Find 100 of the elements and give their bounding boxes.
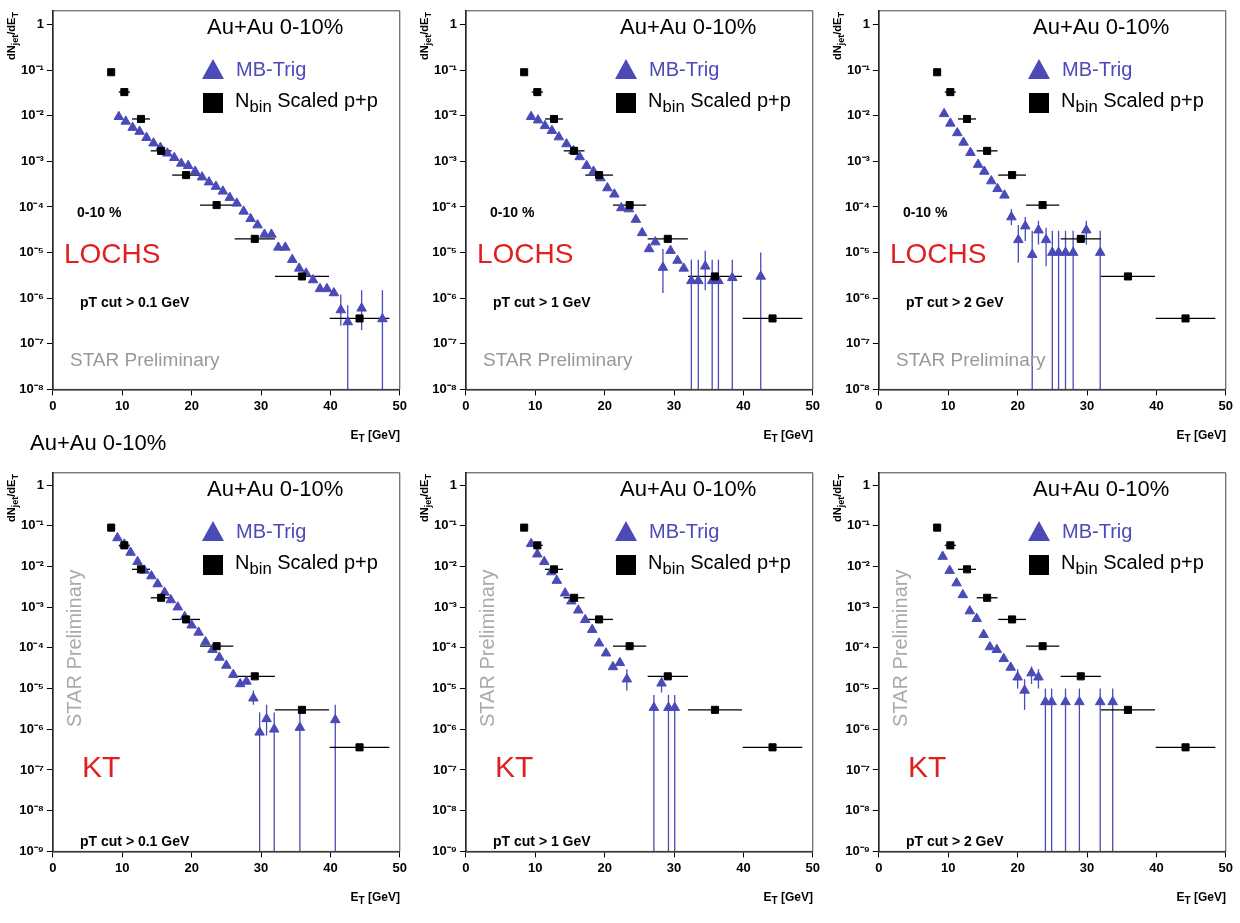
annotation: KT: [495, 750, 534, 783]
y-tick-label: 10⁻²: [21, 558, 45, 574]
annotation: LOCHS: [477, 238, 574, 269]
y-tick-label: 10⁻¹: [21, 61, 44, 77]
x-tick-label: 40: [736, 859, 751, 875]
y-tick-label: 10⁻⁵: [19, 680, 44, 696]
x-axis-title: E$_{T}$ [GeV]: [763, 890, 813, 907]
x-tick-label: 10: [528, 397, 543, 413]
y-tick-label: 10⁻⁴: [19, 198, 44, 214]
annotation: pT cut > 0.1 GeV: [80, 833, 190, 849]
y-tick-label: 10⁻¹: [847, 61, 870, 77]
legend-label: N$_{bin}$ Scaled p+p: [1061, 551, 1204, 579]
y-tick-label: 10⁻¹: [21, 517, 44, 533]
y-tick-label: 10⁻⁷: [20, 335, 44, 351]
y-tick-label: 1: [36, 476, 44, 492]
x-axis-title: E$_{T}$ [GeV]: [1176, 890, 1226, 907]
legend-label: N$_{bin}$ Scaled p+p: [648, 89, 791, 117]
annotation: Au+Au 0-10%: [1033, 476, 1170, 501]
annotation: Au+Au 0-10%: [620, 476, 757, 501]
y-tick-label: 10⁻²: [847, 558, 871, 574]
y-tick-label: 10⁻³: [434, 598, 458, 614]
y-tick-label: 10⁻⁵: [19, 244, 44, 260]
x-tick-label: 30: [1079, 397, 1095, 413]
annotation: pT cut > 1 GeV: [493, 833, 591, 849]
legend-label: MB-Trig: [236, 519, 307, 543]
y-tick-label: 10⁻⁸: [432, 802, 457, 818]
x-tick-label: 10: [115, 397, 130, 413]
y-tick-label: 10⁻⁵: [432, 680, 457, 696]
annotation: LOCHS: [890, 238, 987, 269]
y-tick-label: 10⁻⁴: [432, 198, 457, 214]
y-tick-label: 1: [449, 476, 457, 492]
y-tick-label: 10⁻³: [434, 152, 458, 168]
annotation: STAR Preliminary: [70, 349, 220, 370]
annotation: pT cut > 0.1 GeV: [80, 294, 190, 310]
x-tick-label: 30: [666, 859, 682, 875]
x-tick-label: 50: [805, 397, 820, 413]
annotation: KT: [908, 750, 947, 783]
annotation: STAR Preliminary: [63, 569, 85, 727]
x-tick-label: 50: [1218, 859, 1233, 875]
x-tick-label: 50: [1218, 397, 1233, 413]
annotation: pT cut > 2 GeV: [906, 294, 1004, 310]
x-tick-label: 20: [597, 397, 612, 413]
legend-label: N$_{bin}$ Scaled p+p: [235, 89, 378, 117]
x-tick-label: 40: [323, 859, 338, 875]
y-tick-label: 10⁻⁵: [845, 680, 870, 696]
x-tick-label: 0: [49, 859, 57, 875]
y-tick-label: 10⁻³: [21, 598, 45, 614]
annotation: Au+Au 0-10%: [620, 14, 757, 39]
y-tick-label: 10⁻²: [434, 558, 458, 574]
x-tick-label: 30: [253, 859, 269, 875]
annotation: STAR Preliminary: [483, 349, 633, 370]
annotation: LOCHS: [64, 238, 161, 269]
y-tick-label: 10⁻³: [21, 152, 45, 168]
y-tick-label: 10⁻⁸: [845, 380, 870, 396]
y-tick-label: 10⁻²: [434, 107, 458, 123]
y-tick-label: 10⁻⁶: [432, 720, 457, 736]
y-tick-label: 10⁻⁸: [19, 380, 44, 396]
x-tick-label: 20: [184, 397, 199, 413]
text: Au+Au 0-10%: [30, 430, 167, 455]
x-tick-label: 30: [253, 397, 269, 413]
legend-label: MB-Trig: [1062, 519, 1133, 543]
y-tick-label: 10⁻⁶: [845, 289, 870, 305]
y-tick-label: 1: [862, 16, 870, 32]
annotation: STAR Preliminary: [476, 569, 498, 727]
y-tick-label: 10⁻³: [847, 598, 871, 614]
y-tick-label: 10⁻⁷: [846, 335, 870, 351]
x-tick-label: 40: [1149, 859, 1164, 875]
x-tick-label: 40: [1149, 397, 1164, 413]
legend-label: MB-Trig: [649, 519, 720, 543]
x-tick-label: 50: [392, 859, 407, 875]
y-tick-label: 10⁻⁸: [432, 380, 457, 396]
y-tick-label: 10⁻¹: [847, 517, 870, 533]
x-tick-label: 0: [875, 859, 883, 875]
x-tick-label: 20: [1010, 859, 1025, 875]
annotation: KT: [82, 750, 121, 783]
x-axis-title: E$_{T}$ [GeV]: [350, 890, 400, 907]
x-tick-label: 0: [462, 859, 470, 875]
y-tick-label: 10⁻³: [847, 152, 871, 168]
x-axis-title: E$_{T}$ [GeV]: [350, 428, 400, 445]
annotation: 0-10 %: [903, 204, 948, 220]
y-tick-label: 10⁻¹: [434, 517, 457, 533]
x-axis-title: E$_{T}$ [GeV]: [1176, 428, 1226, 445]
y-tick-label: 10⁻⁶: [845, 720, 870, 736]
y-tick-label: 10⁻⁹: [845, 842, 870, 858]
x-tick-label: 0: [462, 397, 470, 413]
y-tick-label: 10⁻⁵: [845, 244, 870, 260]
legend-label: MB-Trig: [236, 57, 307, 81]
x-tick-label: 40: [323, 397, 338, 413]
y-tick-label: 10⁻⁵: [432, 244, 457, 260]
x-tick-label: 10: [941, 859, 956, 875]
legend-label: N$_{bin}$ Scaled p+p: [1061, 89, 1204, 117]
y-tick-label: 1: [862, 476, 870, 492]
y-tick-label: 10⁻⁴: [845, 639, 870, 655]
x-tick-label: 20: [597, 859, 612, 875]
x-tick-label: 50: [392, 397, 407, 413]
legend-label: MB-Trig: [1062, 57, 1133, 81]
y-tick-label: 10⁻⁷: [433, 335, 457, 351]
y-tick-label: 10⁻⁸: [19, 802, 44, 818]
y-tick-label: 10⁻⁹: [19, 842, 44, 858]
legend-label: N$_{bin}$ Scaled p+p: [648, 551, 791, 579]
